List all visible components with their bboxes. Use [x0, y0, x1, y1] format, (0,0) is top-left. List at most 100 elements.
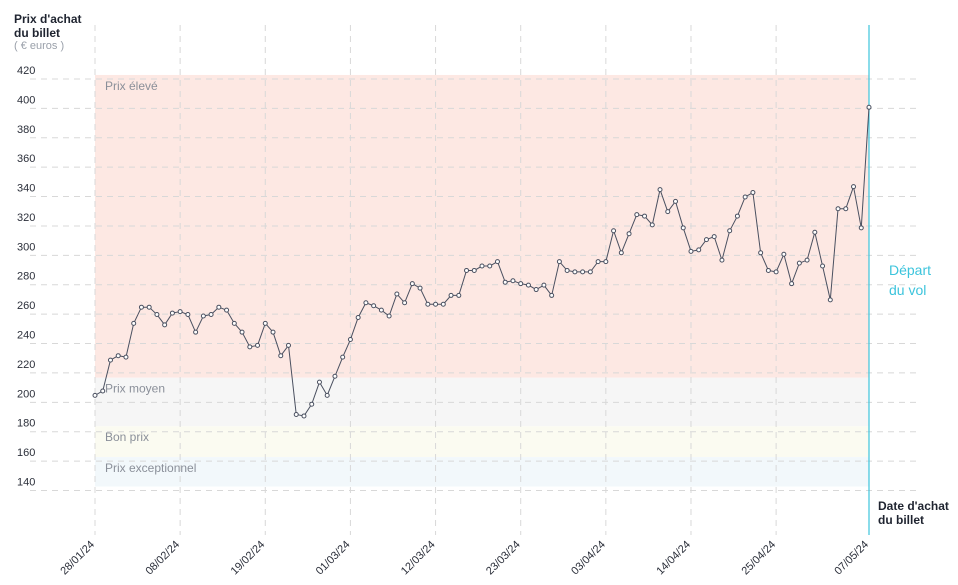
price-point	[789, 281, 795, 287]
price-point	[595, 259, 601, 265]
price-point	[363, 300, 369, 306]
price-point	[618, 250, 624, 256]
y-unit: ( € euros )	[14, 40, 65, 52]
price-point	[827, 297, 833, 303]
price-point	[177, 309, 183, 315]
price-point	[262, 320, 268, 326]
x-tick-label: 12/03/24	[399, 539, 438, 578]
price-point	[394, 291, 400, 297]
price-point	[734, 213, 740, 219]
price-point	[820, 263, 826, 269]
x-tick-label: 08/02/24	[143, 539, 182, 578]
y-tick-label: 360	[17, 153, 35, 165]
price-point	[711, 234, 717, 240]
price-point	[224, 307, 230, 313]
price-point	[115, 353, 121, 359]
price-point	[448, 292, 454, 298]
y-tick-label: 140	[17, 476, 35, 488]
price-point	[494, 259, 500, 265]
band-label: Bon prix	[105, 430, 149, 444]
x-tick-label: 03/04/24	[569, 539, 608, 578]
price-point	[866, 104, 872, 110]
price-point	[409, 281, 415, 287]
y-tick-label: 200	[17, 388, 35, 400]
price-point	[316, 379, 322, 385]
price-point	[564, 267, 570, 273]
price-point	[572, 269, 578, 275]
price-point	[208, 312, 214, 318]
price-point	[680, 225, 686, 231]
price-point	[340, 354, 346, 360]
price-point	[417, 285, 423, 291]
price-point	[688, 248, 694, 254]
price-point	[185, 312, 191, 318]
y-tick-label: 160	[17, 447, 35, 459]
x-tick-label: 01/03/24	[314, 539, 353, 578]
price-point	[216, 304, 222, 310]
price-point	[580, 269, 586, 275]
price-point	[603, 259, 609, 265]
price-point	[107, 357, 113, 363]
price-point	[332, 373, 338, 379]
price-point	[657, 187, 663, 193]
price-point	[742, 194, 748, 200]
price-point	[286, 342, 291, 348]
price-point	[541, 282, 547, 288]
price-point	[719, 257, 725, 263]
y-tick-label: 180	[17, 418, 35, 430]
price-point	[765, 267, 771, 273]
x-tick-label: 28/01/24	[58, 539, 97, 578]
y-tick-label: 400	[17, 94, 35, 106]
price-point	[750, 190, 756, 196]
price-point	[270, 329, 276, 335]
price-point	[851, 184, 857, 190]
price-point	[525, 282, 531, 288]
x-title: Date d'achat du billet	[878, 499, 949, 527]
price-band	[95, 457, 869, 487]
y-tick-label: 340	[17, 183, 35, 195]
price-point	[758, 250, 764, 256]
price-point	[471, 267, 477, 273]
price-point	[634, 212, 640, 218]
price-point	[487, 263, 493, 269]
price-point	[433, 301, 439, 307]
x-tick-label: 07/05/24	[832, 539, 871, 578]
price-point	[247, 344, 253, 350]
price-point	[293, 411, 299, 417]
price-point	[727, 228, 733, 234]
price-point	[843, 206, 849, 212]
y-tick-label: 320	[17, 212, 35, 224]
price-point	[309, 401, 315, 407]
price-point	[479, 263, 485, 269]
price-point	[347, 337, 353, 343]
price-point	[355, 314, 361, 320]
price-point	[464, 267, 470, 273]
price-point	[100, 388, 106, 394]
price-point	[378, 307, 384, 313]
y-title: Prix d'achat du billet	[14, 12, 82, 40]
band-label: Prix moyen	[105, 382, 165, 396]
y-tick-label: 300	[17, 241, 35, 253]
x-tick-label: 25/04/24	[739, 539, 778, 578]
price-point	[665, 209, 671, 215]
price-point	[703, 237, 709, 243]
price-point	[440, 301, 446, 307]
price-point	[812, 229, 818, 235]
price-point	[169, 310, 175, 316]
price-point	[804, 257, 810, 263]
price-point	[626, 231, 632, 237]
price-point	[231, 320, 237, 326]
price-point	[696, 247, 702, 253]
price-point	[456, 292, 462, 298]
price-point	[502, 279, 508, 285]
price-point	[518, 281, 524, 287]
price-point	[386, 313, 392, 319]
price-point	[131, 320, 137, 326]
price-band	[95, 426, 869, 458]
price-point	[239, 329, 245, 335]
price-point	[587, 269, 593, 275]
price-point	[278, 353, 284, 359]
departure-label: Départ du vol	[889, 262, 932, 298]
